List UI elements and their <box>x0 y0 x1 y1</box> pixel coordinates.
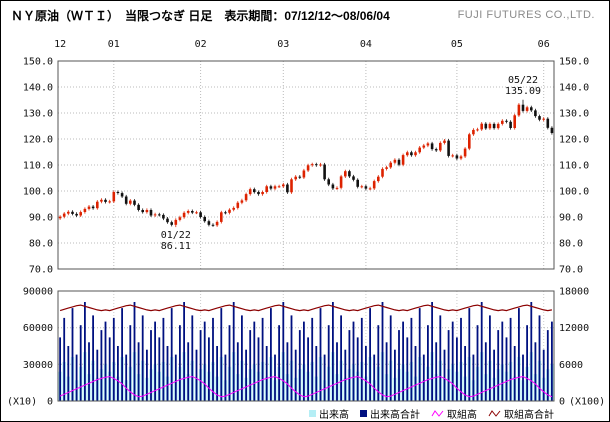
svg-text:130.0: 130.0 <box>559 109 589 120</box>
legend-label: 取組高合計 <box>504 410 554 421</box>
svg-text:80.0: 80.0 <box>559 239 583 250</box>
legend-bar-marker-icon <box>309 410 316 417</box>
svg-text:30000: 30000 <box>23 360 53 371</box>
page-title: ＮＹ原油（ＷＴＩ） 当限つなぎ 日足 表示期間：07/12/12～08/06/0… <box>11 9 390 23</box>
svg-text:(X10): (X10) <box>7 397 37 408</box>
legend-bar-marker-icon <box>360 410 367 417</box>
legend-label: 出来高 <box>319 410 349 421</box>
svg-text:150.0: 150.0 <box>23 57 53 68</box>
svg-text:90.0: 90.0 <box>559 213 583 224</box>
svg-text:110.0: 110.0 <box>559 161 589 172</box>
svg-text:05: 05 <box>451 39 463 50</box>
legend-label: 出来高合計 <box>370 410 420 421</box>
legend-item-2: 出来高合計 <box>360 406 420 421</box>
company-name: FUJI FUTURES CO.,LTD. <box>457 9 595 21</box>
svg-text:04: 04 <box>360 39 372 50</box>
svg-text:90000: 90000 <box>23 287 53 298</box>
svg-text:02: 02 <box>195 39 207 50</box>
svg-text:0: 0 <box>47 397 53 408</box>
svg-text:60000: 60000 <box>23 323 53 334</box>
svg-text:86.11: 86.11 <box>161 241 191 252</box>
svg-text:01: 01 <box>108 39 120 50</box>
svg-text:(X100): (X100) <box>569 397 605 408</box>
svg-text:01/22: 01/22 <box>161 230 191 241</box>
svg-text:120.0: 120.0 <box>559 135 589 146</box>
legend-label: 取組高 <box>447 410 477 421</box>
svg-text:6000: 6000 <box>559 360 583 371</box>
legend-line-marker-icon <box>488 410 501 417</box>
legend-item-1: 出来高 <box>309 406 349 421</box>
legend-item-4: 取組高合計 <box>488 406 554 421</box>
svg-text:100.0: 100.0 <box>23 187 53 198</box>
svg-text:110.0: 110.0 <box>23 161 53 172</box>
svg-text:18000: 18000 <box>559 287 589 298</box>
svg-text:90.0: 90.0 <box>29 213 53 224</box>
svg-text:100.0: 100.0 <box>559 187 589 198</box>
chart-legend: 出来高 出来高合計 取組高 取組高合計 <box>309 406 554 421</box>
svg-text:05/22: 05/22 <box>508 75 538 86</box>
svg-text:140.0: 140.0 <box>23 83 53 94</box>
svg-text:120.0: 120.0 <box>23 135 53 146</box>
svg-text:140.0: 140.0 <box>559 83 589 94</box>
svg-text:0: 0 <box>559 397 565 408</box>
price-candlestick-chart: 12 01 02 03 04 05 06 150.0 150.0 140.0 140.0 130.0 1… <box>23 39 589 276</box>
svg-text:80.0: 80.0 <box>29 239 53 250</box>
svg-text:12: 12 <box>54 39 66 50</box>
svg-text:06: 06 <box>538 39 550 50</box>
legend-item-3: 取組高 <box>431 406 477 421</box>
svg-text:70.0: 70.0 <box>29 265 53 276</box>
svg-text:130.0: 130.0 <box>23 109 53 120</box>
svg-text:70.0: 70.0 <box>559 265 583 276</box>
legend-line-marker-icon <box>431 410 444 417</box>
svg-text:150.0: 150.0 <box>559 57 589 68</box>
svg-text:12000: 12000 <box>559 323 589 334</box>
svg-text:135.09: 135.09 <box>505 86 541 97</box>
svg-text:03: 03 <box>277 39 289 50</box>
